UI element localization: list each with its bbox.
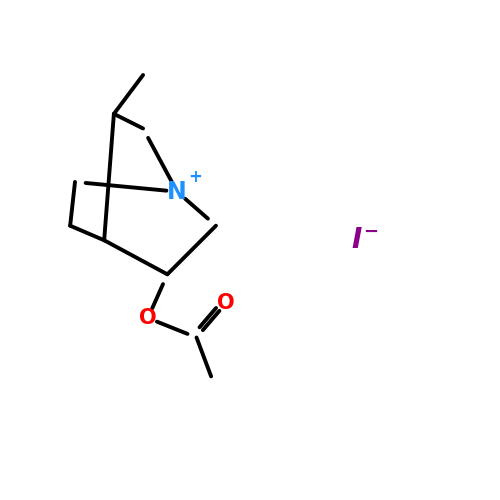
Text: O: O — [217, 294, 234, 314]
Text: I: I — [352, 226, 362, 254]
Text: N: N — [167, 180, 187, 204]
Text: −: − — [363, 222, 378, 240]
Text: +: + — [188, 168, 202, 186]
Text: O: O — [139, 308, 156, 328]
